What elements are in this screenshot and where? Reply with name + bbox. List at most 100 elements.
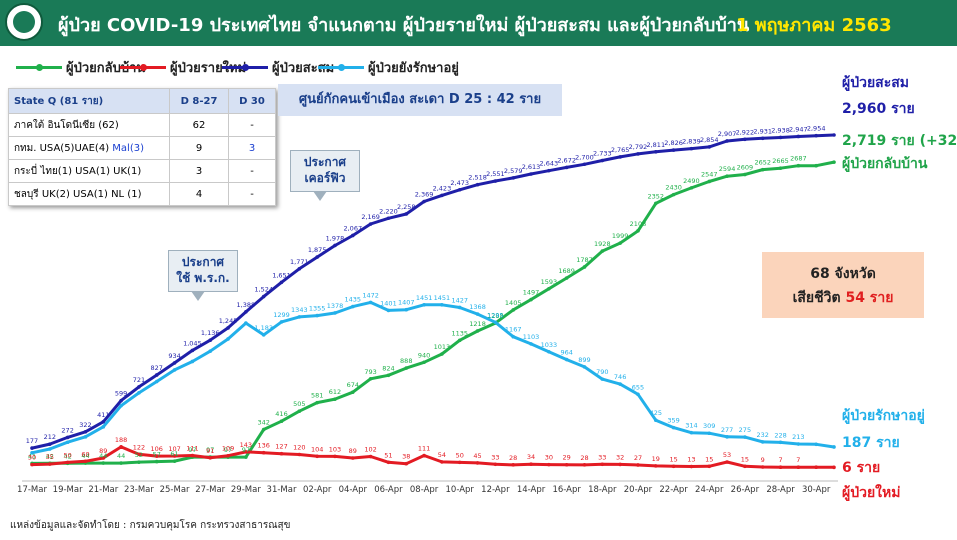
summary-box: 68 จังหวัด เสียชีวิต 54 ราย	[762, 252, 924, 318]
data-label-recovered: 41	[28, 452, 36, 460]
data-point-active	[368, 300, 373, 305]
data-label-active: 1,183	[254, 324, 273, 332]
data-label-active: 359	[667, 417, 679, 425]
data-point-new	[404, 461, 409, 466]
data-point-cumulative	[30, 446, 34, 450]
data-label-new: 109	[222, 445, 234, 453]
data-point-cumulative	[778, 135, 783, 140]
data-label-cumulative: 2,947	[789, 125, 808, 133]
data-point-active	[279, 320, 284, 324]
data-point-cumulative	[511, 176, 515, 180]
data-label-cumulative: 934	[168, 352, 180, 360]
data-point-new	[333, 454, 337, 459]
data-label-new: 30	[28, 454, 36, 462]
data-point-active	[333, 311, 337, 315]
data-label-new: 9	[761, 456, 765, 464]
data-label-recovered: 793	[364, 368, 376, 376]
data-label-new: 15	[741, 455, 749, 463]
data-label-recovered: 1135	[451, 329, 468, 337]
data-point-new	[707, 464, 712, 469]
data-point-cumulative	[65, 435, 70, 440]
data-label-cumulative: 1,771	[290, 258, 309, 266]
data-point-active	[653, 418, 658, 422]
data-label-cumulative: 2,811	[646, 141, 665, 149]
table-cell: 3	[228, 136, 276, 160]
data-point-new	[119, 445, 123, 449]
data-label-cumulative: 2,922	[736, 128, 755, 136]
data-point-active	[760, 440, 765, 444]
data-point-new	[814, 465, 818, 470]
data-point-active	[101, 425, 106, 429]
data-label-cumulative: 2,931	[753, 127, 772, 135]
data-point-active	[475, 312, 480, 316]
callout-line: ใช้ พ.ร.ก.	[176, 271, 230, 285]
data-point-new	[760, 465, 765, 469]
data-point-recovered	[119, 461, 123, 465]
data-point-new	[208, 455, 213, 460]
data-point-new	[457, 460, 462, 465]
data-label-new: 54	[438, 451, 446, 459]
data-label-new: 35	[46, 453, 54, 461]
data-label-recovered: 52	[135, 451, 143, 459]
data-point-new	[689, 464, 694, 469]
data-point-cumulative	[760, 136, 765, 141]
data-label-cumulative: 2,826	[664, 139, 683, 147]
data-point-new	[422, 453, 426, 458]
table-row: ภาคใต้ อินโดนีเซีย (62) 62 -	[8, 113, 276, 137]
data-point-new	[137, 452, 141, 457]
data-label-new: 28	[509, 454, 517, 462]
data-point-active	[261, 333, 266, 337]
data-point-active	[226, 337, 230, 341]
data-label-new: 19	[652, 455, 660, 463]
x-tick-label: 06-Apr	[374, 485, 403, 495]
data-point-cumulative	[279, 280, 284, 285]
x-tick-label: 25-Mar	[160, 485, 190, 495]
data-point-recovered	[564, 276, 569, 280]
data-point-cumulative	[422, 199, 426, 204]
table-cell: -	[228, 113, 276, 137]
detention-center-box: ศูนย์กักคนเข้าเมือง สะเดา D 25 : 42 ราย	[278, 84, 562, 116]
data-label-cumulative: 2,733	[593, 150, 612, 158]
active-title: ผู้ป่วยรักษาอยู่	[842, 408, 925, 424]
legend-item-active: ผู้ป่วยยังรักษาอยู่	[318, 58, 459, 76]
data-label-recovered: 44	[81, 452, 89, 460]
data-point-cumulative	[368, 222, 373, 226]
data-label-new: 33	[491, 453, 499, 461]
data-label-cumulative: 2,907	[718, 130, 737, 138]
data-point-recovered	[671, 192, 676, 197]
callout-line: ประกาศ	[303, 155, 347, 169]
emergency-decree-callout: ประกาศ ใช้ พ.ร.ก.	[168, 250, 238, 301]
data-label-cumulative: 2,369	[415, 190, 434, 198]
data-point-new	[368, 454, 373, 459]
data-point-recovered	[707, 179, 712, 184]
x-tick-label: 12-Apr	[481, 485, 510, 495]
data-point-new	[279, 451, 284, 456]
data-point-cumulative	[671, 148, 676, 152]
table-cell: -	[228, 182, 276, 206]
data-label-cumulative: 2,258	[397, 203, 416, 211]
data-label-new: 60	[81, 450, 89, 458]
data-label-new: 122	[133, 443, 145, 451]
data-point-recovered	[653, 201, 658, 206]
data-label-new: 15	[669, 455, 677, 463]
data-point-new	[511, 463, 515, 467]
data-point-new	[386, 460, 391, 465]
data-label-recovered: 1787	[576, 256, 593, 264]
x-tick-label: 20-Apr	[624, 485, 653, 495]
data-label-new: 45	[473, 452, 481, 460]
table-row: กระบี่ ไทย(1) USA(1) UK(1) 3 -	[8, 159, 276, 183]
data-point-new	[154, 454, 159, 458]
x-tick-label: 29-Mar	[231, 485, 261, 495]
data-point-cumulative	[154, 373, 159, 377]
table-row: ชลบุรี UK(2) USA(1) NL (1) 4 -	[8, 182, 276, 206]
data-point-cumulative	[315, 255, 319, 259]
data-label-active: 275	[739, 426, 751, 434]
data-point-recovered	[725, 174, 729, 178]
data-label-new: 127	[275, 443, 287, 451]
data-point-active	[529, 342, 533, 346]
x-axis: 17-Mar 19-Mar 21-Mar 23-Mar 25-Mar 27-Mar 29-M…	[17, 480, 838, 495]
data-label-active: 228	[774, 431, 786, 439]
row-highlight: Mal(3)	[112, 142, 144, 154]
data-point-cumulative	[529, 172, 533, 176]
data-point-active	[796, 442, 801, 446]
